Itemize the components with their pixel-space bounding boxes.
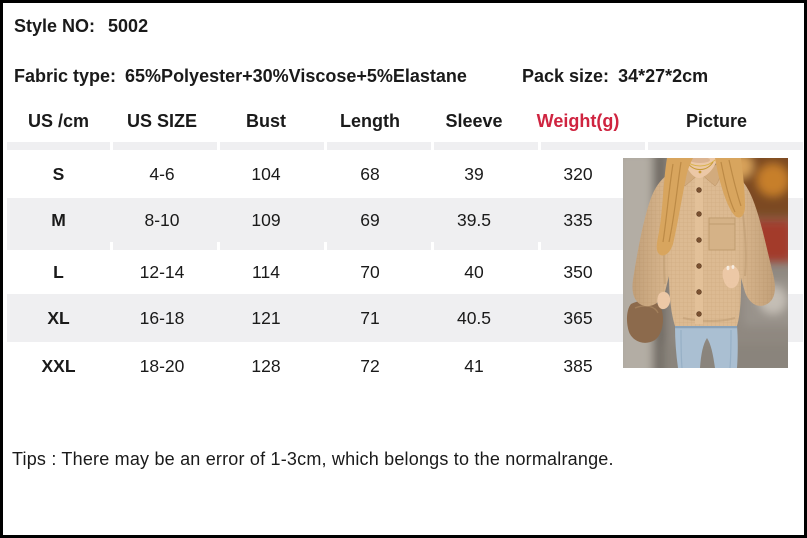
col-header-weight: Weight(g): [536, 110, 620, 131]
cell-weight: 365: [563, 307, 593, 328]
table-row-s: S 4-6 104 68 39 320: [7, 150, 803, 198]
spacer-cell: [7, 142, 110, 150]
spacer-cell: [541, 142, 645, 150]
cell-size: XL: [47, 307, 70, 328]
cell-sleeve: 39.5: [456, 209, 492, 230]
cell-sleeve: 40.5: [456, 307, 492, 328]
table-header-row: US /cm US SIZE Bust Length Sleeve Weight…: [7, 100, 803, 142]
product-photo: [623, 158, 788, 368]
col-header-length: Length: [340, 110, 400, 131]
cell-us-size: 16-18: [139, 307, 185, 328]
cell-length: 68: [360, 163, 380, 184]
spacer-cell: [541, 242, 645, 250]
cell-weight: 350: [563, 261, 593, 282]
cell-bust: 121: [251, 307, 281, 328]
cell-size: M: [51, 209, 66, 230]
pack-size-value: 34*27*2cm: [618, 66, 709, 86]
cell-sleeve: 41: [464, 355, 484, 376]
cell-weight: 335: [563, 209, 593, 230]
col-header-us-cm: US /cm: [27, 110, 90, 131]
table-row-l: L 12-14 114 70 40 350: [7, 250, 803, 294]
spacer-cell: [327, 242, 431, 250]
cell-length: 69: [360, 209, 380, 230]
row-spacer: [7, 142, 803, 150]
spacer-cell: [220, 242, 324, 250]
cell-us-size: 8-10: [144, 209, 180, 230]
spacer-cell: [434, 142, 538, 150]
cell-sleeve: 39: [464, 163, 484, 184]
style-no-line: Style NO: 5002: [14, 16, 148, 37]
table-row-xxl: XXL 18-20 128 72 41 385: [7, 342, 803, 390]
product-photo-illustration: [623, 158, 788, 368]
cell-size: L: [53, 261, 64, 282]
fabric-pack-line: Fabric type: 65%Polyester+30%Viscose+5%El…: [14, 66, 708, 87]
spacer-cell: [327, 142, 431, 150]
col-header-picture: Picture: [685, 110, 748, 131]
spacer-cell: [220, 142, 324, 150]
cell-us-size: 4-6: [149, 163, 175, 184]
style-no-label: Style NO:: [14, 16, 96, 36]
fabric-type-value: 65%Polyester+30%Viscose+5%Elastane: [125, 66, 467, 86]
cell-length: 71: [360, 307, 380, 328]
cell-weight: 385: [563, 355, 593, 376]
cell-length: 70: [360, 261, 380, 282]
cell-size: S: [52, 163, 65, 184]
cell-length: 72: [360, 355, 380, 376]
cell-us-size: 18-20: [139, 355, 185, 376]
col-header-bust: Bust: [246, 110, 286, 131]
col-header-us-size: US SIZE: [126, 110, 197, 131]
spacer-cell: [7, 242, 110, 250]
fabric-type-label: Fabric type:: [14, 66, 117, 86]
cell-bust: 114: [252, 261, 280, 282]
pack-size: Pack size: 34*27*2cm: [522, 66, 708, 87]
cell-bust: 109: [251, 209, 281, 230]
cell-us-size: 12-14: [139, 261, 185, 282]
cell-weight: 320: [563, 163, 593, 184]
spacer-cell: [434, 242, 538, 250]
cell-bust: 128: [251, 355, 281, 376]
spacer-cell: [113, 142, 217, 150]
style-no-value: 5002: [108, 16, 149, 36]
cell-sleeve: 40: [464, 261, 484, 282]
tips-note: Tips : There may be an error of 1-3cm, w…: [12, 449, 614, 469]
cell-size: XXL: [41, 355, 76, 376]
pack-size-label: Pack size:: [522, 66, 610, 86]
cell-bust: 104: [251, 163, 281, 184]
spacer-cell: [113, 242, 217, 250]
spacer-cell: [648, 142, 803, 150]
col-header-sleeve: Sleeve: [445, 110, 503, 131]
